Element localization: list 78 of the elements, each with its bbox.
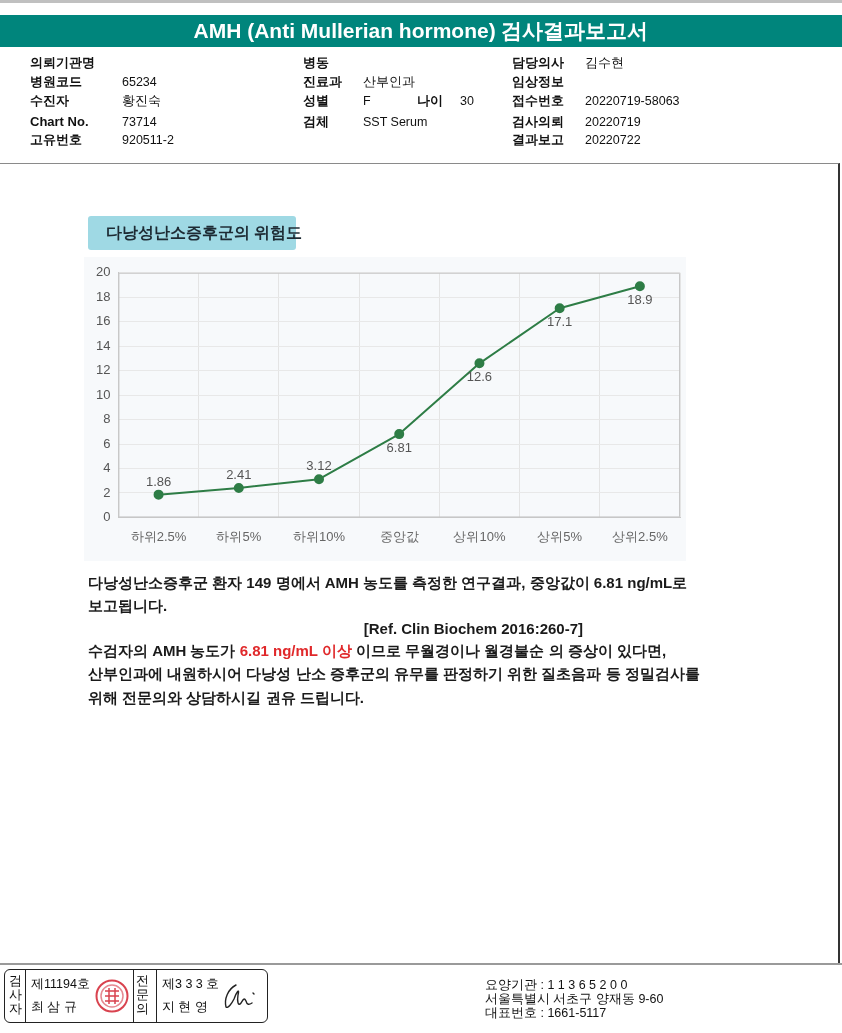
y-tick-label: 16 bbox=[95, 313, 111, 329]
y-tick-label: 10 bbox=[95, 386, 111, 402]
data-label: 1.86 bbox=[145, 473, 172, 489]
text: 담당의사 bbox=[512, 55, 564, 71]
text: 6.81 ng/mL 이상 bbox=[239, 642, 352, 659]
text: F bbox=[363, 93, 371, 109]
y-tick-label: 0 bbox=[103, 508, 111, 524]
text: 산부인과에 내원하시어 다낭성 난소 증후군의 유무를 판정하기 위한 질초음파 등 정밀검사를 bbox=[88, 664, 700, 684]
text: 임상정보 bbox=[512, 74, 564, 90]
x-tick-label: 상위10% bbox=[453, 528, 506, 544]
point bbox=[314, 474, 325, 485]
text: 결과보고 bbox=[512, 132, 564, 148]
text: 검체 bbox=[303, 114, 329, 130]
text: 수진자 bbox=[30, 93, 69, 109]
y-tick-label: 12 bbox=[95, 362, 111, 378]
x-tick-label: 하위5% bbox=[216, 528, 262, 544]
text: 황진숙 bbox=[122, 93, 161, 109]
text: 병동 bbox=[303, 55, 329, 71]
y-tick-label: 8 bbox=[103, 411, 111, 427]
chart-title: 다낭성난소증후군의 위험도 bbox=[105, 223, 303, 243]
text: 지 현 영 bbox=[162, 999, 208, 1015]
point bbox=[634, 281, 645, 292]
x-tick-label: 상위2.5% bbox=[612, 528, 669, 544]
x-tick-label: 상위5% bbox=[537, 528, 583, 544]
data-label: 18.9 bbox=[627, 292, 653, 308]
point bbox=[394, 429, 405, 440]
text: 검사의뢰 bbox=[512, 114, 564, 130]
text: 20220719-58063 bbox=[585, 93, 680, 109]
text: 나이 bbox=[417, 93, 443, 109]
text: 위해 전문의와 상담하시길 권유 드립니다. bbox=[88, 688, 364, 708]
y-tick-label: 4 bbox=[103, 460, 111, 476]
y-tick-label: 2 bbox=[103, 484, 111, 500]
text: 73714 bbox=[122, 114, 157, 130]
text: 산부인과 bbox=[363, 74, 415, 90]
text: 다낭성난소증후군 환자 149 명에서 AMH 농도를 측정한 연구결과, 중앙값이 6.81 ng/mL로 bbox=[88, 573, 688, 593]
data-label: 3.12 bbox=[306, 458, 332, 474]
text: [Ref. Clin Biochem 2016:260-7] bbox=[362, 619, 583, 639]
text: 요양기관 : 1 1 3 6 5 2 0 0 bbox=[485, 977, 628, 993]
text: 의뢰기관명 bbox=[30, 55, 95, 71]
text: 서울특별시 서초구 양재동 9-60 bbox=[485, 991, 664, 1007]
text: 보고됩니다. bbox=[88, 596, 168, 616]
point bbox=[474, 358, 485, 369]
point bbox=[554, 303, 565, 314]
text: 920511-2 bbox=[122, 132, 174, 148]
text: 성별 bbox=[303, 93, 329, 109]
text: 진료과 bbox=[303, 74, 342, 90]
text: 전문의 bbox=[136, 974, 149, 1016]
data-label: 12.6 bbox=[466, 369, 493, 385]
text: 고유번호 bbox=[30, 132, 82, 148]
point bbox=[233, 482, 244, 493]
point bbox=[153, 489, 164, 500]
text: AMH (Anti Mullerian hormone) 검사결과보고서 bbox=[0, 15, 842, 47]
text: 병원코드 bbox=[30, 74, 82, 90]
text: 30 bbox=[460, 93, 474, 109]
text: SST Serum bbox=[363, 114, 428, 130]
x-tick-label: 중앙값 bbox=[379, 528, 419, 544]
text: 김수현 bbox=[585, 55, 624, 71]
text: 제11194호 bbox=[31, 976, 90, 992]
text: 이므로 무월경이나 월경불순 의 증상이 있다면, bbox=[356, 642, 667, 659]
y-tick-label: 18 bbox=[95, 288, 111, 304]
data-label: 6.81 bbox=[386, 440, 412, 456]
text: 20220722 bbox=[585, 132, 641, 148]
y-tick-label: 20 bbox=[95, 264, 111, 280]
text: 검사자 bbox=[9, 974, 22, 1016]
text: 접수번호 bbox=[512, 93, 564, 109]
data-label: 2.41 bbox=[226, 467, 252, 482]
y-tick-label: 6 bbox=[103, 435, 111, 451]
text: 최 삼 규 bbox=[31, 999, 77, 1015]
x-tick-label: 하위2.5% bbox=[130, 528, 187, 544]
text: Chart No. bbox=[30, 114, 89, 130]
x-tick-label: 하위10% bbox=[292, 528, 346, 544]
text: 제3 3 3 호 bbox=[162, 976, 220, 992]
data-label: 17.1 bbox=[547, 314, 573, 330]
y-tick-label: 14 bbox=[95, 337, 111, 353]
text: 65234 bbox=[122, 74, 157, 90]
text: 20220719 bbox=[585, 114, 641, 130]
text: 대표번호 : 1661-5117 bbox=[485, 1005, 607, 1021]
text: 수검자의 AMH 농도가 bbox=[88, 642, 236, 659]
